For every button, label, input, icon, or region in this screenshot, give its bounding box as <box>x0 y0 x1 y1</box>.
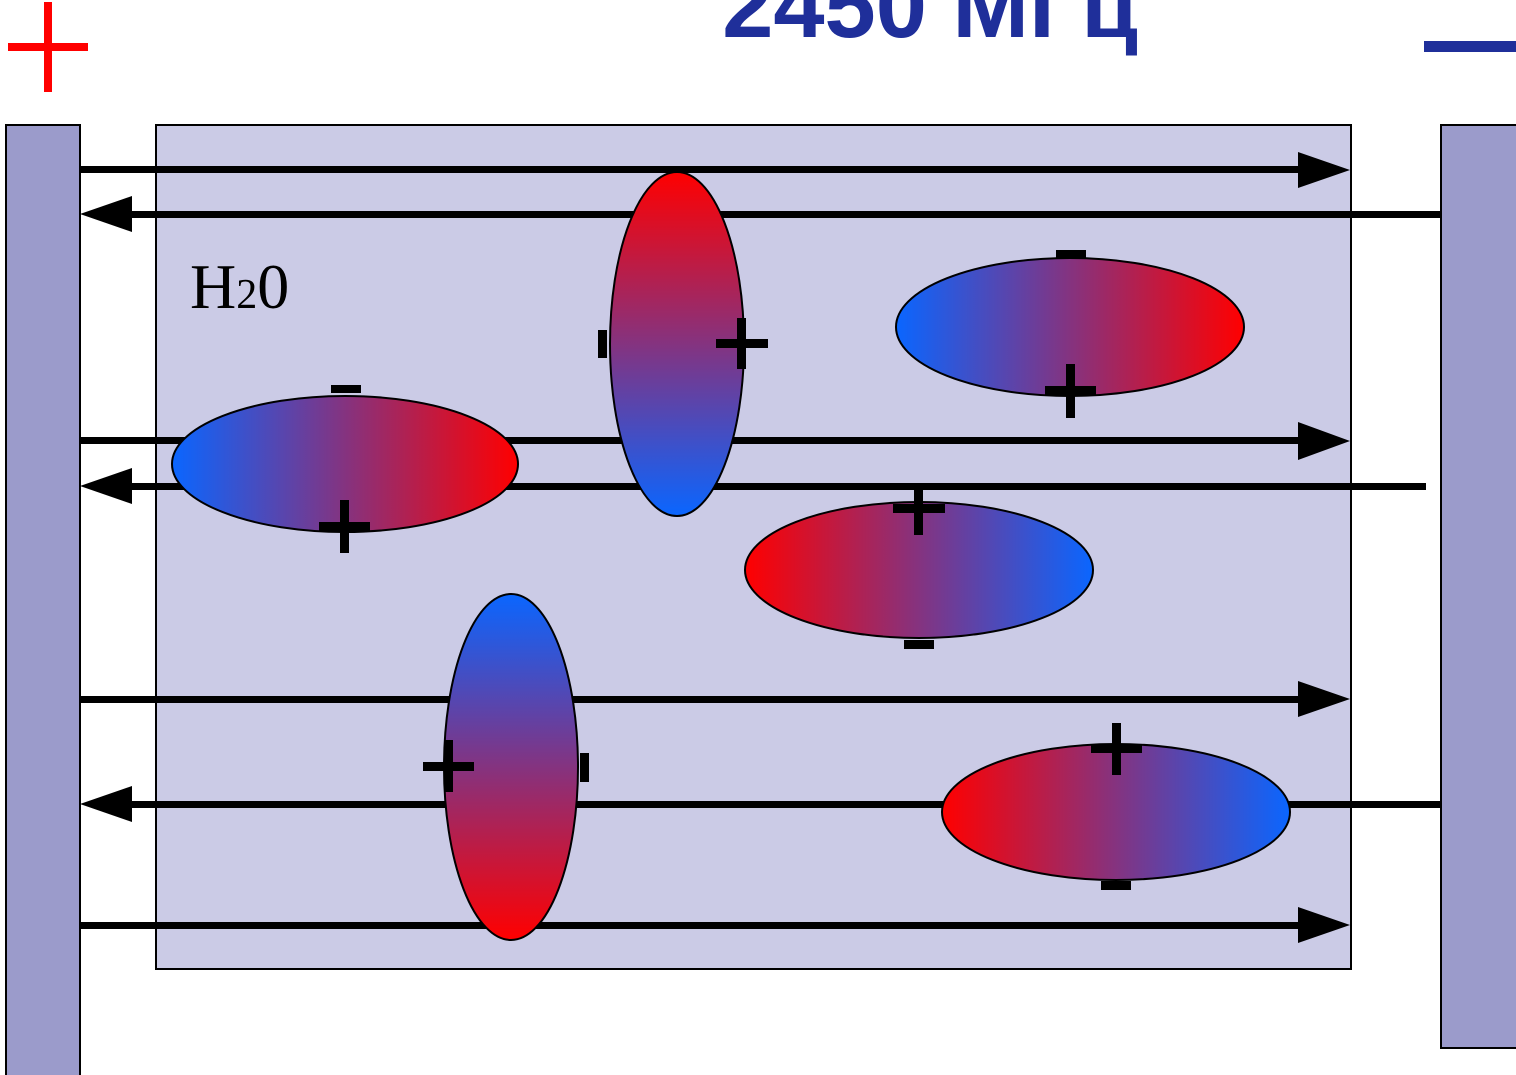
arrow-left-1 <box>80 196 1441 232</box>
plus-sign <box>423 740 474 792</box>
plus-sign <box>319 500 370 553</box>
plus-sign <box>1091 723 1142 775</box>
left-electrode-plate <box>5 124 81 1075</box>
plus-sign <box>716 318 768 369</box>
frequency-title: 2450 МГц <box>722 0 1138 57</box>
minus-sign <box>580 753 589 782</box>
minus-sign <box>904 640 934 649</box>
molecule-1 <box>171 385 519 553</box>
arrow-right-4 <box>80 907 1350 943</box>
arrow-right-1 <box>80 152 1350 188</box>
arrow-left-2 <box>80 468 1426 504</box>
minus-sign <box>598 330 607 358</box>
minus-sign <box>1101 881 1131 890</box>
plus-sign <box>893 483 945 535</box>
substance-label: H20 <box>190 251 290 322</box>
molecule-6 <box>941 723 1291 890</box>
arrow-right-3 <box>80 681 1350 717</box>
negative-pole-sign <box>1424 41 1516 52</box>
molecule-5 <box>423 593 589 941</box>
molecule-4 <box>744 483 1094 649</box>
plus-sign <box>1045 364 1096 418</box>
minus-sign <box>1056 250 1086 258</box>
positive-pole-sign <box>8 2 88 92</box>
right-electrode-plate <box>1440 124 1516 1049</box>
minus-sign <box>331 385 361 393</box>
molecule-2 <box>598 171 768 517</box>
molecule-3 <box>895 250 1245 418</box>
arrow-left-3 <box>80 786 1441 822</box>
